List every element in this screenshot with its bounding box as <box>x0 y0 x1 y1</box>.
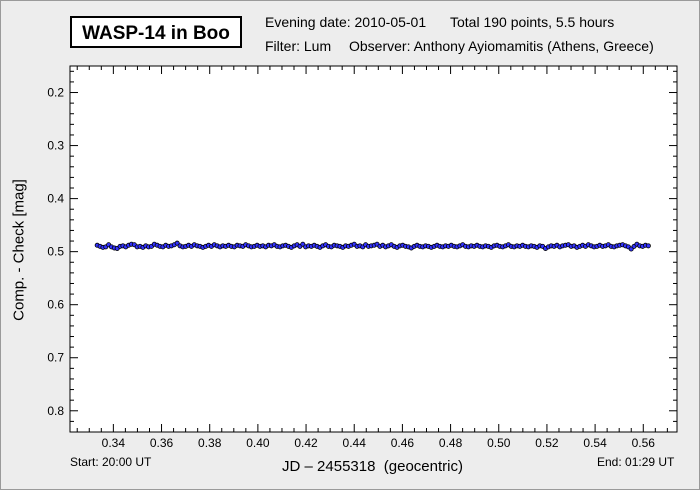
plot-area <box>69 65 678 433</box>
data-point <box>645 243 651 249</box>
x-tick-label: 0.52 <box>535 436 559 450</box>
y-tick-label: 0.4 <box>47 192 64 206</box>
chart-title: WASP-14 in Boo <box>70 16 242 48</box>
x-tick-label: 0.54 <box>583 436 607 450</box>
x-tick-label: 0.38 <box>198 436 222 450</box>
x-tick-label: 0.44 <box>343 436 367 450</box>
filter-info: Filter: Lum <box>265 38 332 54</box>
start-time: Start: 20:00 UT <box>70 455 152 469</box>
x-tick-label: 0.42 <box>294 436 318 450</box>
x-tick-label: 0.50 <box>487 436 511 450</box>
observer-info: Observer: Anthony Ayiomamitis (Athens, G… <box>349 38 654 54</box>
evening-date: Evening date: 2010-05-01 <box>265 14 427 30</box>
y-tick-label: 0.8 <box>47 404 64 418</box>
y-tick-label: 0.6 <box>47 298 64 312</box>
y-axis-label: Comp. - Check [mag] <box>10 179 28 321</box>
y-tick-label: 0.3 <box>47 139 64 153</box>
y-tick-label: 0.2 <box>47 86 64 100</box>
x-axis-label: JD – 2455318 (geocentric) <box>282 458 463 475</box>
x-tick-label: 0.36 <box>150 436 174 450</box>
x-tick-label: 0.48 <box>439 436 463 450</box>
x-tick-label: 0.40 <box>246 436 270 450</box>
x-tick-label: 0.34 <box>102 436 126 450</box>
y-tick-label: 0.7 <box>47 351 64 365</box>
x-tick-label: 0.56 <box>632 436 656 450</box>
y-tick-label: 0.5 <box>47 245 64 259</box>
end-time: End: 01:29 UT <box>597 455 675 469</box>
x-tick-label: 0.46 <box>391 436 415 450</box>
total-points: Total 190 points, 5.5 hours <box>450 14 615 30</box>
